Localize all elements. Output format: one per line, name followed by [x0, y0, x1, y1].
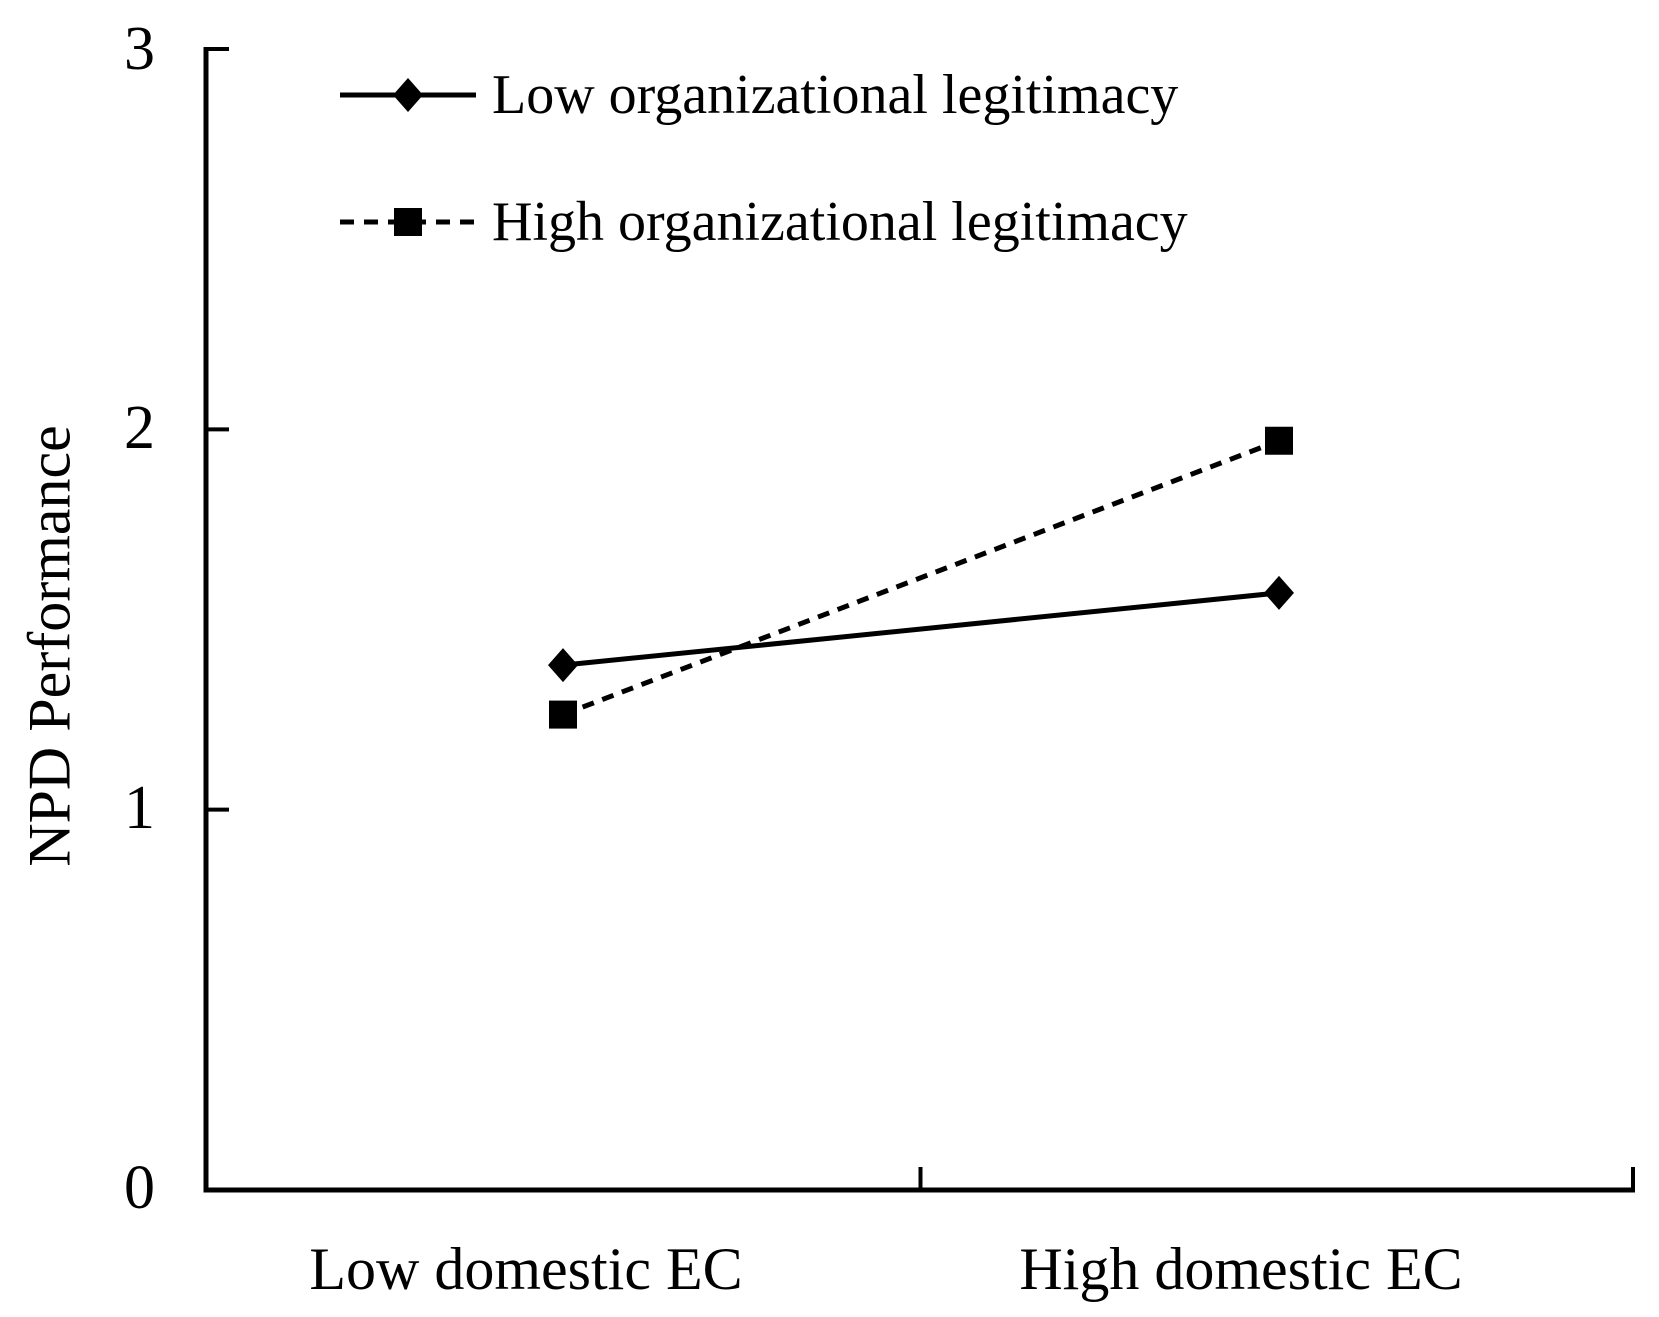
legend-entry-high-org-legitimacy: High organizational legitimacy	[338, 187, 1188, 257]
y-tick-label-2: 2	[124, 394, 155, 462]
y-tick-label-3: 3	[124, 15, 155, 83]
legend-label-low-org-legitimacy: Low organizational legitimacy	[492, 64, 1179, 126]
x-category-label-high-domestic-ec: High domestic EC	[1019, 1236, 1463, 1302]
x-category-label-low-domestic-ec: Low domestic EC	[309, 1236, 743, 1302]
legend-key-solid-line-diamond-icon	[340, 78, 476, 112]
y-tick-label-1: 1	[124, 774, 155, 842]
legend-entry-low-org-legitimacy: Low organizational legitimacy	[338, 60, 1178, 130]
legend-key-dashed-line-square-icon	[340, 208, 476, 236]
y-tick-label-0: 0	[124, 1154, 155, 1222]
legend-label-high-org-legitimacy: High organizational legitimacy	[492, 191, 1188, 253]
